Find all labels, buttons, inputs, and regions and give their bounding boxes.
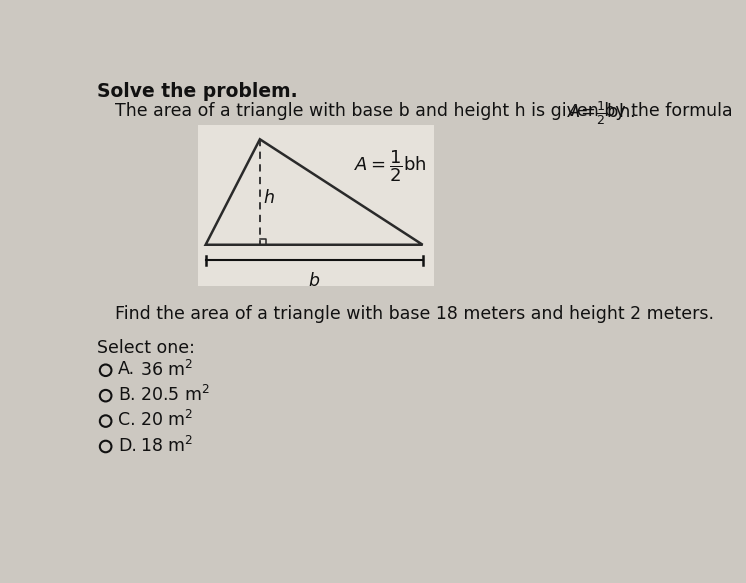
Text: Find the area of a triangle with base 18 meters and height 2 meters.: Find the area of a triangle with base 18… <box>115 305 714 323</box>
Text: 20 m$^2$: 20 m$^2$ <box>140 410 193 430</box>
FancyBboxPatch shape <box>198 125 434 286</box>
Text: The area of a triangle with base b and height h is given by the formula: The area of a triangle with base b and h… <box>115 102 733 120</box>
Text: D.: D. <box>118 437 137 455</box>
Text: 20.5 m$^2$: 20.5 m$^2$ <box>140 385 210 405</box>
Text: 36 m$^2$: 36 m$^2$ <box>140 360 193 380</box>
Text: $A\!=\!\frac{1}{2}$bh.: $A\!=\!\frac{1}{2}$bh. <box>568 99 636 127</box>
Text: C.: C. <box>118 412 136 429</box>
Text: Select one:: Select one: <box>97 339 195 357</box>
Text: $A = \dfrac{1}{2}$bh: $A = \dfrac{1}{2}$bh <box>354 149 427 184</box>
Text: b: b <box>309 272 319 290</box>
Text: A.: A. <box>118 360 135 378</box>
Text: Solve the problem.: Solve the problem. <box>97 82 298 101</box>
Text: 18 m$^2$: 18 m$^2$ <box>140 436 193 456</box>
Text: B.: B. <box>118 386 136 404</box>
Text: h: h <box>264 189 275 207</box>
